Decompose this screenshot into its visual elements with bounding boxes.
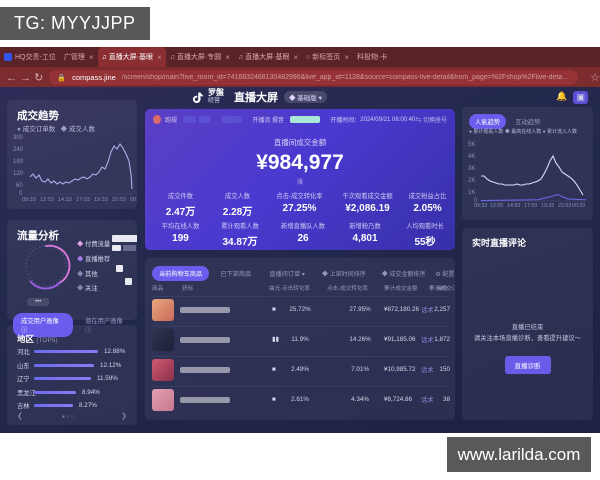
svg-text:00:33: 00:33 xyxy=(572,203,585,209)
svg-text:17:03: 17:03 xyxy=(524,203,537,209)
svg-text:4K: 4K xyxy=(468,154,475,160)
svg-text:12:05: 12:05 xyxy=(490,203,503,209)
svg-text:120: 120 xyxy=(13,171,24,177)
svg-text:2K: 2K xyxy=(468,178,475,184)
svg-text:5K: 5K xyxy=(468,142,475,148)
svg-text:09:33: 09:33 xyxy=(22,197,36,203)
svg-text:09:33: 09:33 xyxy=(474,203,487,209)
svg-text:22:03: 22:03 xyxy=(558,203,571,209)
svg-text:3K: 3K xyxy=(468,166,475,172)
svg-text:22:03: 22:03 xyxy=(112,197,126,203)
svg-text:12:03: 12:03 xyxy=(40,197,54,203)
svg-text:14:33: 14:33 xyxy=(58,197,72,203)
svg-text:17:03: 17:03 xyxy=(76,197,90,203)
svg-text:19:33: 19:33 xyxy=(94,197,108,203)
svg-text:300: 300 xyxy=(13,135,24,141)
svg-text:14:53: 14:53 xyxy=(507,203,520,209)
svg-text:240: 240 xyxy=(13,147,24,153)
svg-text:180: 180 xyxy=(13,159,24,165)
svg-text:00:33: 00:33 xyxy=(130,197,137,203)
svg-text:19:33: 19:33 xyxy=(541,203,554,209)
svg-text:1K: 1K xyxy=(468,190,475,196)
svg-text:60: 60 xyxy=(16,183,23,189)
